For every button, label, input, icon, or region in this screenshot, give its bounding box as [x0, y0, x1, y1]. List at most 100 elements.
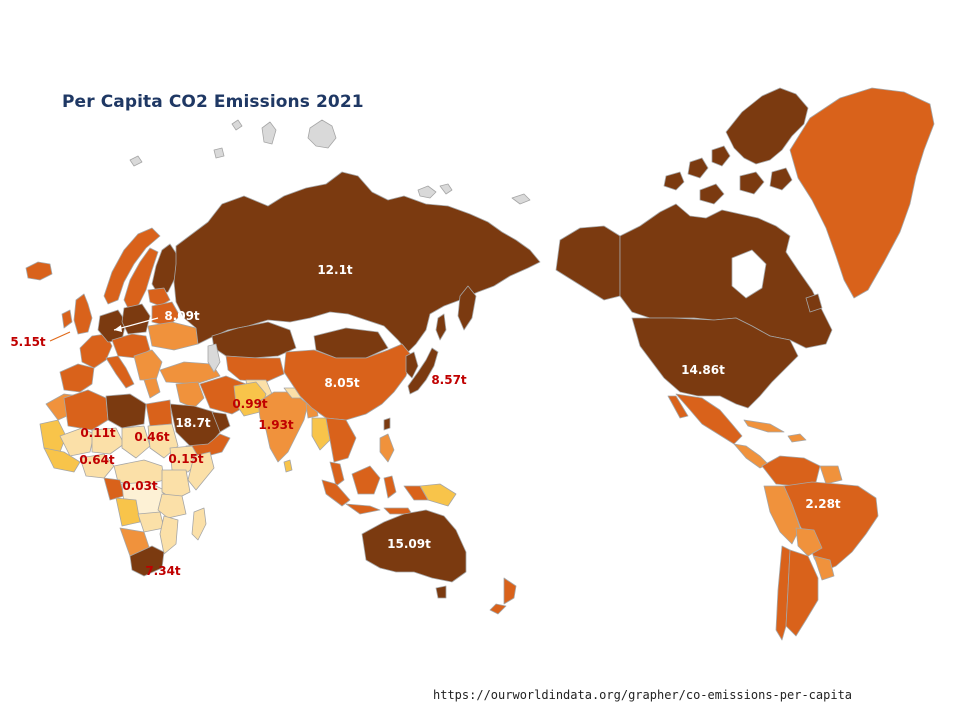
malay-peninsula-shape [329, 461, 345, 487]
iraq-syria-shape [175, 381, 205, 409]
sulawesi-shape [383, 475, 397, 499]
drc-label: 0.03t [122, 479, 158, 493]
china-label: 8.05t [324, 376, 360, 390]
ethiopia-label: 0.15t [168, 452, 204, 466]
europe-leader-arrow [114, 325, 122, 332]
baja-shape [667, 395, 689, 419]
iberia-shape [59, 363, 95, 393]
uk-label: 5.15t [10, 335, 46, 349]
canada-shape [619, 203, 833, 349]
greece-shape [143, 377, 161, 399]
central-asia-shape [225, 355, 285, 383]
niger-label: 0.11t [80, 426, 116, 440]
arctic-island-shape [511, 193, 531, 205]
guianas-shape [819, 465, 843, 485]
arctic-island-shape [213, 147, 225, 159]
saudi-label: 18.7t [175, 416, 211, 430]
tasmania-shape [435, 585, 447, 599]
egypt-shape [145, 399, 173, 427]
canada-arctic-islands-shape [769, 167, 793, 191]
caribbean-shape [787, 433, 807, 443]
zambia-shape [137, 511, 165, 533]
europe-label: 8.09t [164, 309, 200, 323]
south-africa-label: 7.34t [145, 564, 181, 578]
hudson-bay-shape [731, 249, 767, 299]
newfoundland-shape [805, 293, 823, 313]
west-papua-shape [403, 485, 429, 501]
taiwan-shape [383, 417, 391, 431]
france-shape [79, 333, 113, 369]
ukraine-shape [147, 321, 199, 351]
mozambique-shape [159, 515, 179, 555]
turkey-shape [159, 361, 221, 385]
mongolia-shape [313, 327, 389, 359]
source-url: https://ourworldindata.org/grapher/co-em… [433, 688, 853, 702]
paraguay-uruguay-shape [813, 555, 835, 581]
pakistan-label: 0.99t [232, 397, 268, 411]
madagascar-shape [191, 507, 207, 541]
brazil-label: 2.28t [805, 497, 841, 511]
india-label: 1.93t [258, 418, 294, 432]
russia-label: 12.1t [317, 263, 353, 277]
poland-shape [121, 303, 151, 335]
south-africa-shape [129, 545, 165, 577]
indochina-shape [325, 417, 357, 463]
borneo-shape [351, 465, 381, 495]
java-shape [345, 503, 381, 515]
mexico-shape [675, 393, 743, 445]
greenland-shape [789, 87, 935, 299]
canada-arctic-islands-shape [663, 171, 685, 191]
uk-shape [73, 293, 93, 335]
usa-label: 14.86t [681, 363, 725, 377]
myanmar-shape [311, 417, 331, 451]
sumatra-shape [321, 479, 351, 507]
canada-arctic-islands-shape [711, 145, 731, 167]
western-sahara-mauritania-shape [39, 419, 67, 453]
china-shape [283, 343, 413, 421]
new-zealand-shape [489, 577, 517, 615]
colombia-venezuela-shape [761, 455, 821, 487]
bolivia-shape [795, 527, 823, 557]
central-america-shape [733, 443, 769, 469]
uk-leader-line [49, 331, 71, 342]
argentina-shape [785, 549, 819, 637]
kamchatka-shape [457, 285, 477, 331]
usa-shape [631, 317, 799, 409]
canada-arctic-islands-shape [739, 171, 765, 195]
niger-shape [91, 427, 125, 455]
caspian-shape [207, 343, 221, 373]
canada-arctic-islands-shape [699, 183, 725, 205]
japan-label: 8.57t [431, 373, 467, 387]
angola-shape [115, 497, 141, 527]
japan-shape [407, 347, 439, 395]
alaska-shape [555, 225, 621, 301]
chad-shape [121, 425, 151, 459]
libya-shape [105, 393, 147, 429]
korea-shape [405, 351, 419, 379]
svalbard-shape [307, 119, 337, 149]
leader-lines [49, 317, 159, 342]
arctic-island-shape [231, 119, 243, 131]
norway-shape [103, 227, 161, 305]
italy-shape [105, 355, 135, 389]
russia-shape [173, 171, 541, 353]
ireland-shape [61, 309, 73, 329]
tanzania-shape [157, 493, 187, 519]
philippines-shape [379, 433, 395, 463]
franz-josef-shape [417, 183, 453, 199]
map-title: Per Capita CO2 Emissions 2021 [62, 92, 364, 112]
canada-arctic-islands-shape [725, 87, 809, 165]
nigeria-shape [79, 453, 115, 479]
canada-arctic-islands-shape [687, 157, 709, 179]
arctic-island-shape [129, 155, 143, 167]
cuba-shape [743, 419, 785, 433]
balkans-shape [133, 349, 163, 381]
gulf-states-shape [211, 411, 231, 433]
algeria-shape [63, 389, 109, 431]
nigeria-label: 0.64t [79, 453, 115, 467]
somalia-shape [187, 451, 215, 491]
sakhalin-shape [435, 313, 447, 341]
iceland-shape [25, 261, 53, 281]
